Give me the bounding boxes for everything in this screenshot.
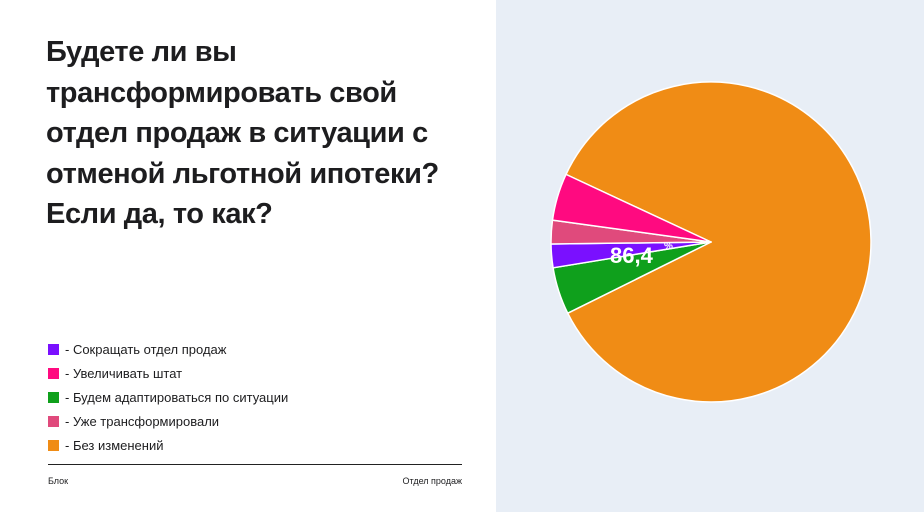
legend-item: - Уже трансформировали xyxy=(48,409,288,433)
footer-section-label: Отдел продаж xyxy=(402,476,463,486)
legend-item: - Сокращать отдел продаж xyxy=(48,337,288,361)
pie-chart: 86,4% xyxy=(550,81,872,403)
legend-label: - Уже трансформировали xyxy=(65,413,220,429)
legend-label: - Сокращать отдел продаж xyxy=(65,341,227,357)
footer-block-label: Блок xyxy=(48,476,69,486)
footer-divider xyxy=(48,464,462,465)
slice-value-unit: % xyxy=(664,241,673,252)
slice-value-label: 86,4 xyxy=(610,243,654,268)
legend-item: - Будем адаптироваться по ситуации xyxy=(48,385,288,409)
legend-item: - Без изменений xyxy=(48,433,288,457)
chart-legend: - Сокращать отдел продаж - Увеличивать ш… xyxy=(48,337,288,457)
pie-slice xyxy=(565,81,872,403)
left-panel xyxy=(0,0,496,512)
legend-swatch xyxy=(48,439,59,451)
legend-item: - Увеличивать штат xyxy=(48,361,288,385)
legend-swatch xyxy=(48,415,59,427)
legend-swatch xyxy=(48,391,59,403)
legend-swatch xyxy=(48,343,59,355)
legend-label: - Без изменений xyxy=(65,437,164,453)
legend-swatch xyxy=(48,367,59,379)
legend-label: - Увеличивать штат xyxy=(65,365,183,381)
legend-label: - Будем адаптироваться по ситуации xyxy=(65,389,289,405)
page-title: Будете ли вы трансформировать свой отдел… xyxy=(46,36,439,230)
pie-slice xyxy=(551,173,712,243)
